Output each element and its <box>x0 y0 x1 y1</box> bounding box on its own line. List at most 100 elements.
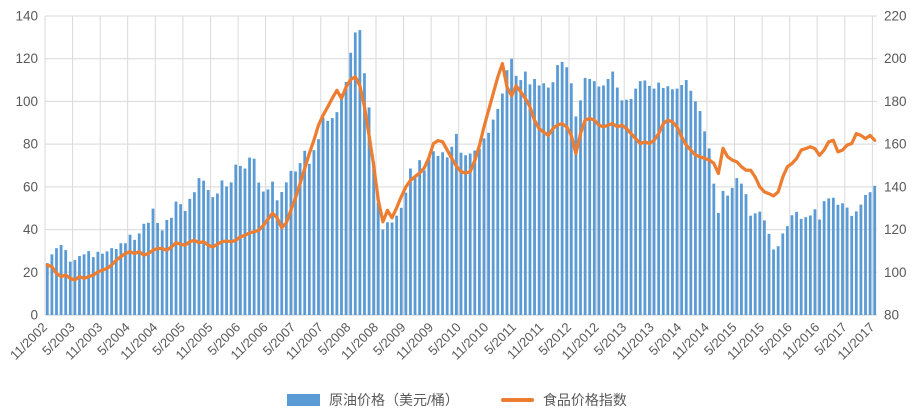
oil-price-bar[interactable] <box>225 186 228 315</box>
oil-price-bar[interactable] <box>395 215 399 315</box>
oil-price-bar[interactable] <box>560 61 564 315</box>
oil-price-bar[interactable] <box>579 100 582 315</box>
oil-price-bar[interactable] <box>317 139 320 315</box>
oil-price-bar[interactable] <box>321 117 325 315</box>
oil-price-bar[interactable] <box>514 75 518 315</box>
oil-price-bar[interactable] <box>59 244 63 315</box>
oil-price-bar[interactable] <box>353 32 357 315</box>
oil-price-bar[interactable] <box>574 116 578 315</box>
food-price-index-line[interactable] <box>45 61 877 282</box>
oil-price-bar[interactable] <box>110 248 114 315</box>
oil-price-bar[interactable] <box>661 87 665 315</box>
oil-price-bar[interactable] <box>565 67 569 315</box>
oil-price-bar[interactable] <box>248 157 251 315</box>
oil-price-bar[interactable] <box>142 223 146 315</box>
oil-price-bar[interactable] <box>707 148 711 315</box>
oil-price-bar[interactable] <box>330 118 334 315</box>
oil-price-bar[interactable] <box>675 88 679 315</box>
oil-price-bar[interactable] <box>804 217 808 315</box>
oil-price-bar[interactable] <box>868 192 872 315</box>
oil-price-bar[interactable] <box>785 226 789 315</box>
oil-price-bar[interactable] <box>671 89 674 315</box>
oil-price-bar[interactable] <box>556 65 559 316</box>
oil-price-bar[interactable] <box>859 204 863 315</box>
oil-price-bar[interactable] <box>528 84 532 315</box>
oil-price-bar[interactable] <box>358 30 362 315</box>
oil-price-bar[interactable] <box>712 183 716 315</box>
oil-price-bar[interactable] <box>873 185 877 315</box>
oil-price-bar[interactable] <box>795 211 798 315</box>
oil-price-bar[interactable] <box>735 178 739 315</box>
oil-price-bar[interactable] <box>399 207 403 315</box>
oil-price-bar[interactable] <box>643 80 647 316</box>
oil-price-bar[interactable] <box>114 249 118 315</box>
oil-price-bar[interactable] <box>280 191 284 315</box>
oil-price-bar[interactable] <box>487 132 490 315</box>
oil-price-bar[interactable] <box>87 251 91 315</box>
oil-price-bar[interactable] <box>427 159 431 315</box>
oil-price-bar[interactable] <box>657 82 661 315</box>
oil-price-bar[interactable] <box>192 192 196 315</box>
oil-price-bar[interactable] <box>500 93 504 315</box>
oil-price-bar[interactable] <box>818 219 821 315</box>
oil-price-bar[interactable] <box>197 178 201 315</box>
oil-price-bar[interactable] <box>648 85 651 315</box>
oil-price-bar[interactable] <box>799 218 803 315</box>
oil-price-bar[interactable] <box>455 133 458 315</box>
oil-price-bar[interactable] <box>174 201 178 315</box>
oil-price-bar[interactable] <box>289 170 293 315</box>
oil-price-bar[interactable] <box>64 250 68 315</box>
oil-price-bar[interactable] <box>523 71 527 315</box>
oil-price-bar[interactable] <box>340 93 343 316</box>
oil-price-bar[interactable] <box>335 112 339 315</box>
oil-price-bar[interactable] <box>220 180 224 315</box>
oil-price-bar[interactable] <box>519 80 523 315</box>
oil-price-bar[interactable] <box>569 83 573 315</box>
oil-price-bar[interactable] <box>50 254 54 315</box>
oil-price-bar[interactable] <box>275 200 279 315</box>
oil-price-bar[interactable] <box>620 100 624 315</box>
oil-price-bar[interactable] <box>202 180 205 315</box>
oil-price-bar[interactable] <box>854 211 858 315</box>
oil-price-bar[interactable] <box>137 233 141 315</box>
oil-price-bar[interactable] <box>749 215 752 315</box>
oil-price-bar[interactable] <box>307 163 311 315</box>
oil-price-bar[interactable] <box>326 120 330 315</box>
oil-price-bar[interactable] <box>551 82 555 316</box>
oil-price-bar[interactable] <box>257 182 261 315</box>
legend-item-oil-price[interactable]: 原油价格（美元/桶） <box>287 390 459 410</box>
oil-price-bar[interactable] <box>680 84 684 315</box>
oil-price-bar[interactable] <box>55 248 58 315</box>
oil-price-bar[interactable] <box>294 171 297 315</box>
oil-price-bar[interactable] <box>546 87 550 315</box>
oil-price-bar[interactable] <box>432 151 435 315</box>
oil-price-bar[interactable] <box>91 257 95 315</box>
oil-price-bar[interactable] <box>170 217 173 315</box>
oil-price-bar[interactable] <box>151 208 155 315</box>
oil-price-bar[interactable] <box>179 204 182 315</box>
oil-price-bar[interactable] <box>450 146 454 315</box>
oil-price-bar[interactable] <box>615 87 619 315</box>
oil-price-bar[interactable] <box>45 263 49 315</box>
oil-price-bar[interactable] <box>261 191 265 315</box>
oil-price-bar[interactable] <box>611 71 615 315</box>
oil-price-bar[interactable] <box>694 101 697 316</box>
oil-price-bar[interactable] <box>445 157 449 315</box>
oil-price-bar[interactable] <box>165 219 169 315</box>
oil-price-bar[interactable] <box>850 215 854 315</box>
oil-price-bar[interactable] <box>864 194 867 315</box>
oil-price-bar[interactable] <box>464 155 467 315</box>
oil-price-bar[interactable] <box>243 168 247 315</box>
oil-price-bar[interactable] <box>813 209 817 315</box>
oil-price-bar[interactable] <box>496 108 500 316</box>
oil-price-bar[interactable] <box>629 98 633 316</box>
oil-price-bar[interactable] <box>652 88 656 315</box>
oil-price-bar[interactable] <box>390 222 394 315</box>
oil-price-bar[interactable] <box>772 249 775 315</box>
oil-price-bar[interactable] <box>386 222 389 315</box>
oil-price-bar[interactable] <box>459 152 463 315</box>
oil-price-bar[interactable] <box>124 243 127 315</box>
oil-price-bar[interactable] <box>441 152 445 315</box>
oil-price-bar[interactable] <box>836 204 840 315</box>
legend-item-food-index[interactable]: 食品价格指数 <box>500 390 627 410</box>
